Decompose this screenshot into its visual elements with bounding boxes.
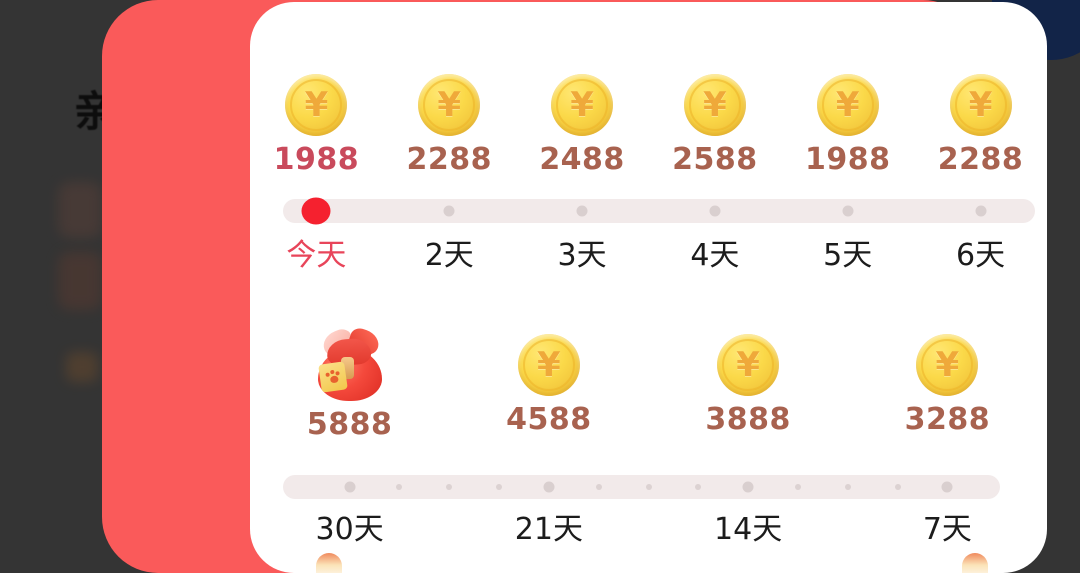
track-sub-dot (695, 484, 702, 490)
day-label[interactable]: 3天 (557, 238, 607, 273)
reward-item[interactable]: ¥4588 (449, 334, 648, 442)
coin-icon: ¥ (418, 74, 481, 136)
coin-icon: ¥ (816, 74, 879, 136)
track-sub-dot (844, 484, 851, 490)
track-marker (543, 481, 555, 493)
milestone-rewards-row: 5888 ¥4588 ¥3888 ¥3288 (250, 325, 1047, 442)
coin-icon: ¥ (551, 74, 614, 136)
reward-card: ¥1988 ¥2288 ¥2488 ¥2588 ¥1988 ¥2288 今天 2天 3天 4天 5… (250, 2, 1047, 573)
reward-item[interactable]: ¥2288 (914, 74, 1047, 177)
yen-symbol: ¥ (703, 85, 727, 125)
reward-amount: 2288 (406, 142, 492, 177)
yen-symbol: ¥ (935, 345, 960, 385)
reward-amount: 5888 (306, 407, 393, 442)
yen-symbol: ¥ (835, 85, 860, 125)
peeking-button-right[interactable] (962, 553, 988, 573)
reward-item[interactable]: ¥3888 (649, 334, 848, 442)
reward-amount: 2488 (539, 142, 625, 177)
yen-symbol: ¥ (968, 85, 993, 125)
day-label[interactable]: 6天 (956, 238, 1006, 273)
track-marker (443, 205, 455, 217)
reward-amount: 3288 (904, 402, 991, 437)
yen-symbol: ¥ (736, 345, 760, 385)
daily-rewards-row: ¥1988 ¥2288 ¥2488 ¥2588 ¥1988 ¥2288 (250, 74, 1047, 177)
track-sub-dot (794, 484, 801, 490)
track-marker (842, 205, 854, 217)
milestone-progress-track[interactable] (283, 475, 1000, 499)
day-label[interactable]: 今天 (286, 238, 347, 273)
yen-symbol: ¥ (570, 85, 594, 125)
track-marker (742, 481, 754, 493)
milestone-day-labels: 30天 21天 14天 7天 (250, 504, 1047, 548)
peeking-button-left[interactable] (316, 553, 342, 573)
track-sub-dot (645, 484, 652, 490)
day-label[interactable]: 4天 (690, 238, 740, 273)
money-bag-tag (317, 361, 348, 393)
day-label[interactable]: 7天 (922, 512, 972, 547)
reward-amount: 3888 (705, 402, 791, 437)
track-marker (709, 205, 721, 217)
yen-symbol: ¥ (537, 345, 561, 385)
slider-thumb[interactable] (301, 197, 331, 225)
coin-icon: ¥ (717, 334, 780, 396)
reward-modal-frame: ¥1988 ¥2288 ¥2488 ¥2588 ¥1988 ¥2288 今天 2天 3天 4天 5… (102, 0, 1047, 573)
reward-item[interactable]: ¥1988 (250, 74, 383, 177)
reward-item[interactable]: ¥2588 (648, 74, 781, 177)
reward-amount: 2288 (937, 142, 1024, 177)
coin-icon: ¥ (683, 74, 746, 136)
coin-icon: ¥ (517, 334, 580, 396)
track-marker (941, 481, 953, 493)
day-label[interactable]: 2天 (424, 238, 474, 273)
reward-item[interactable]: 5888 (250, 325, 449, 442)
day-label[interactable]: 14天 (714, 512, 783, 547)
background-blurred-shape (58, 182, 102, 238)
coin-icon: ¥ (285, 74, 348, 136)
reward-amount: 2588 (672, 142, 758, 177)
day-label[interactable]: 30天 (315, 512, 384, 547)
daily-day-labels: 今天 2天 3天 4天 5天 6天 (250, 230, 1047, 274)
money-bag-icon (311, 325, 389, 401)
reward-item[interactable]: ¥2488 (516, 74, 649, 177)
day-label[interactable]: 21天 (514, 512, 583, 547)
paw-print-icon (324, 369, 341, 385)
background-blurred-shape (66, 352, 98, 382)
track-sub-dot (446, 484, 453, 490)
reward-item[interactable]: ¥1988 (781, 74, 914, 177)
yen-symbol: ¥ (304, 85, 329, 125)
track-marker (975, 205, 987, 217)
coin-icon: ¥ (949, 74, 1012, 136)
reward-amount: 1988 (804, 142, 891, 177)
track-sub-dot (496, 484, 503, 490)
day-label[interactable]: 5天 (823, 238, 873, 273)
daily-rewards-slider[interactable] (283, 197, 1035, 225)
reward-amount: 4588 (506, 402, 592, 437)
track-sub-dot (894, 484, 901, 490)
reward-item[interactable]: ¥2288 (383, 74, 516, 177)
track-sub-dot (396, 484, 403, 490)
reward-amount: 1988 (273, 142, 360, 177)
track-marker (344, 481, 356, 493)
reward-item[interactable]: ¥3288 (848, 334, 1047, 442)
coin-icon: ¥ (916, 334, 979, 396)
background-blurred-shape (58, 252, 102, 310)
yen-symbol: ¥ (437, 85, 462, 125)
track-sub-dot (595, 484, 602, 490)
track-marker (576, 205, 588, 217)
